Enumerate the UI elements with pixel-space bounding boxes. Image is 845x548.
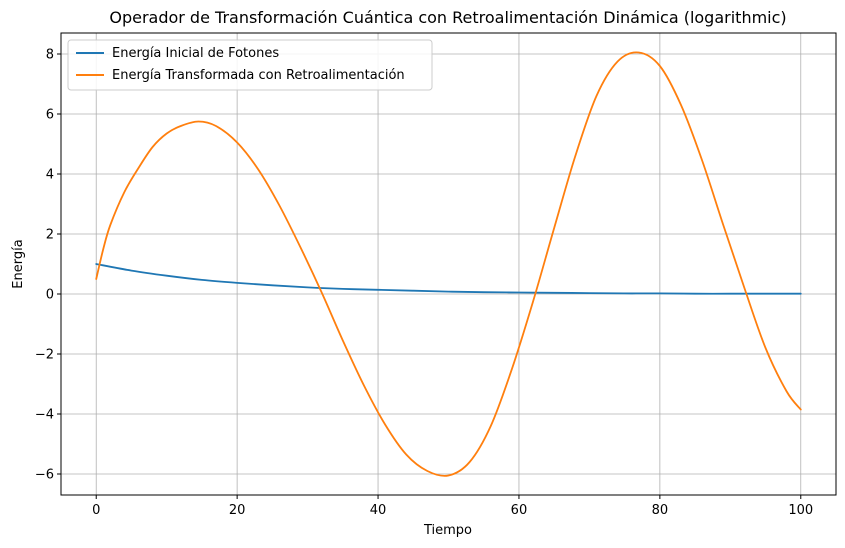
series-layer [95,51,802,477]
y-tick-label: 8 [46,48,54,63]
x-tick-label: 40 [370,503,387,518]
x-tick-label: 60 [511,503,528,518]
y-axis-label: Energía [11,239,26,288]
legend-label-transformed: Energía Transformada con Retroalimentaci… [112,68,405,83]
chart-title: Operador de Transformación Cuántica con … [109,8,786,27]
y-axis-ticks: −6 −4 −2 0 2 4 6 8 [35,48,61,483]
y-tick-label: −6 [35,468,54,483]
series-line-transformed-energy [95,51,802,477]
x-axis-label: Tiempo [423,523,472,538]
legend-label-initial: Energía Inicial de Fotones [112,46,279,61]
y-tick-label: −4 [35,408,54,423]
x-tick-label: 100 [788,503,813,518]
plot-area [61,33,836,495]
y-tick-label: 0 [46,288,54,303]
series-line-initial-energy [95,263,802,295]
x-tick-label: 20 [229,503,246,518]
x-tick-label: 80 [652,503,669,518]
y-tick-label: 4 [46,168,54,183]
y-tick-label: −2 [35,348,54,363]
y-tick-label: 2 [46,228,54,243]
x-axis-ticks: 0 20 40 60 80 100 [92,495,813,518]
legend: Energía Inicial de Fotones Energía Trans… [67,39,433,91]
legend-box [67,39,433,91]
y-tick-label: 6 [46,108,54,123]
x-tick-label: 0 [92,503,100,518]
plot-frame [60,32,837,496]
